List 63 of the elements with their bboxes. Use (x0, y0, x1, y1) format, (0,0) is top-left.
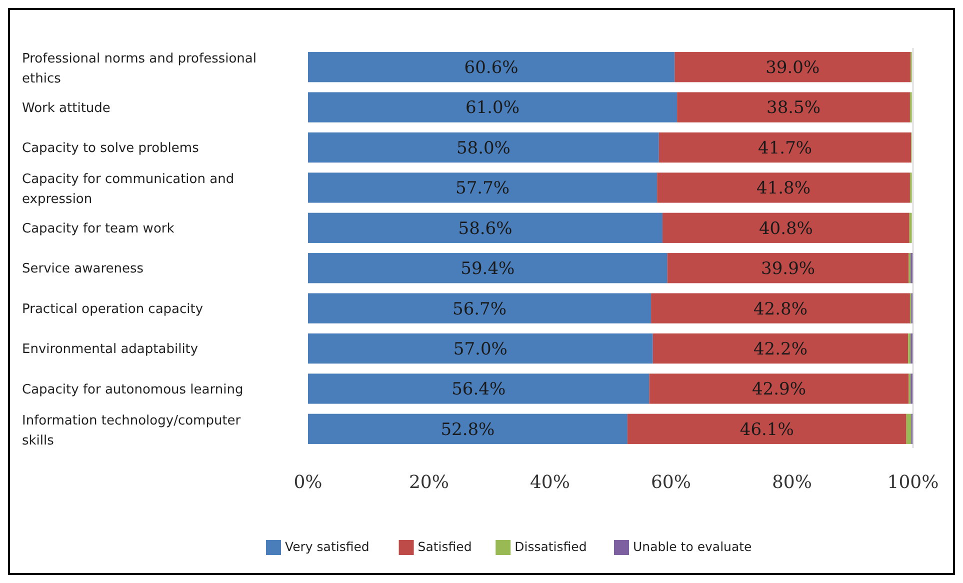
x-tick-label: 0% (294, 472, 322, 493)
bar (652, 333, 908, 364)
bar (908, 333, 911, 364)
bar (308, 333, 653, 364)
data-label: 58.6% (458, 218, 512, 239)
bar (667, 253, 909, 284)
data-label: 52.8% (440, 420, 495, 440)
y-tick-label: Capacity for team work (22, 221, 175, 236)
bar (677, 92, 910, 122)
bar (906, 414, 912, 444)
y-tick-label: Work attitude (22, 100, 110, 116)
data-label: 38.5% (766, 98, 821, 118)
data-label: 42.2% (753, 339, 808, 360)
bar (308, 374, 650, 404)
data-label: 41.8% (756, 178, 811, 199)
y-tick-label: Information technology/computer skills (22, 413, 242, 448)
data-label: 60.6% (464, 58, 518, 78)
bar (308, 52, 675, 82)
legend-label: Unable to evaluate (633, 539, 752, 554)
legend-label: Satisfied (418, 539, 472, 554)
y-tick-label: Capacity for communication and expression (22, 172, 234, 208)
data-label: 42.9% (752, 380, 806, 400)
data-label: 58.0% (456, 138, 510, 158)
data-label: 57.7% (456, 178, 510, 199)
data-label: 42.8% (753, 299, 808, 320)
data-label: 46.1% (740, 420, 794, 440)
legend-label: Dissatisfied (514, 539, 587, 554)
x-tick-label: 100% (887, 472, 939, 493)
bar (674, 52, 911, 82)
data-label: 59.4% (460, 259, 515, 280)
data-label: 56.4% (452, 380, 506, 400)
y-tick-label: Environmental adaptability (22, 342, 198, 358)
y-tick-label: Capacity to solve problems (22, 141, 200, 156)
y-tick-label: Capacity for autonomous learning (22, 382, 244, 398)
bar (308, 132, 659, 163)
bar (662, 212, 910, 243)
data-label: 39.9% (761, 259, 816, 280)
x-tick-label: 40% (530, 472, 570, 493)
data-label: 39.0% (766, 58, 820, 78)
bar (627, 414, 906, 444)
x-tick-label: 80% (772, 472, 812, 493)
data-label: 56.7% (452, 299, 507, 320)
bar (308, 293, 652, 324)
y-tick-label: Professional norms and professional ethics (22, 52, 256, 87)
bar (657, 172, 910, 203)
data-label: 57.0% (453, 339, 508, 360)
bar (658, 132, 912, 163)
bar (308, 253, 668, 284)
data-label: 41.7% (758, 138, 812, 158)
x-tick-label: 20% (408, 472, 450, 493)
bar (308, 212, 663, 243)
bar (308, 172, 658, 203)
bar (909, 212, 912, 243)
legend-label: Very satisfied (285, 539, 370, 554)
bar (308, 92, 678, 122)
data-label: 61.0% (466, 98, 520, 118)
bar (651, 293, 910, 324)
bar (649, 374, 909, 404)
data-label: 40.8% (758, 218, 813, 239)
bar (308, 414, 628, 444)
x-tick-label: 60% (650, 472, 692, 493)
y-tick-label: Practical operation capacity (22, 302, 204, 317)
y-tick-label: Service awareness (22, 262, 144, 277)
